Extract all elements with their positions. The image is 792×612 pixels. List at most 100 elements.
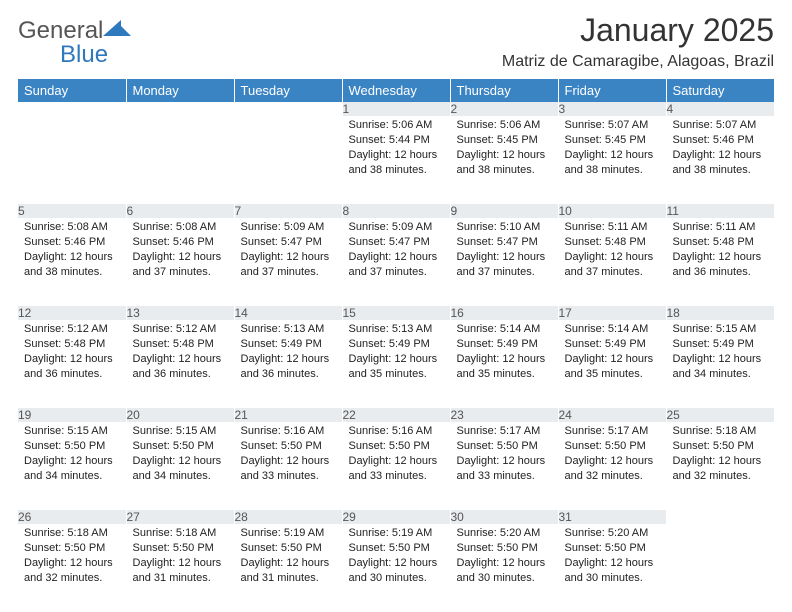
day-cell-body: Sunrise: 5:15 AMSunset: 5:50 PMDaylight:… [127,422,234,487]
day-number: 21 [234,408,342,422]
day-cell-body: Sunrise: 5:13 AMSunset: 5:49 PMDaylight:… [343,320,450,385]
week-row: Sunrise: 5:15 AMSunset: 5:50 PMDaylight:… [18,422,774,510]
daylight-text: Daylight: 12 hours and 37 minutes. [565,250,660,280]
day-cell: Sunrise: 5:19 AMSunset: 5:50 PMDaylight:… [342,524,450,612]
sunset-text: Sunset: 5:45 PM [565,133,660,148]
day-number [18,102,126,116]
location-subtitle: Matriz de Camaragibe, Alagoas, Brazil [502,53,774,71]
day-cell [234,116,342,204]
daylight-text: Daylight: 12 hours and 35 minutes. [457,352,552,382]
day-cell: Sunrise: 5:09 AMSunset: 5:47 PMDaylight:… [342,218,450,306]
sunset-text: Sunset: 5:50 PM [24,541,120,556]
calendar-table: Sunday Monday Tuesday Wednesday Thursday… [18,79,774,612]
daylight-text: Daylight: 12 hours and 35 minutes. [349,352,444,382]
day-cell-body: Sunrise: 5:06 AMSunset: 5:44 PMDaylight:… [343,116,450,181]
day-number: 15 [342,306,450,320]
day-number: 24 [558,408,666,422]
sunrise-text: Sunrise: 5:13 AM [241,322,336,337]
day-number [666,510,774,524]
daylight-text: Daylight: 12 hours and 30 minutes. [349,556,444,586]
day-cell: Sunrise: 5:14 AMSunset: 5:49 PMDaylight:… [450,320,558,408]
daylight-text: Daylight: 12 hours and 38 minutes. [565,148,660,178]
day-cell: Sunrise: 5:06 AMSunset: 5:45 PMDaylight:… [450,116,558,204]
brand-blue: Blue [60,41,108,68]
weekday-header: Wednesday [342,79,450,102]
day-number: 13 [126,306,234,320]
day-cell: Sunrise: 5:09 AMSunset: 5:47 PMDaylight:… [234,218,342,306]
day-number: 22 [342,408,450,422]
sunset-text: Sunset: 5:48 PM [24,337,120,352]
day-cell-body: Sunrise: 5:09 AMSunset: 5:47 PMDaylight:… [235,218,342,283]
sunset-text: Sunset: 5:50 PM [349,439,444,454]
day-cell-body: Sunrise: 5:17 AMSunset: 5:50 PMDaylight:… [451,422,558,487]
day-cell-body: Sunrise: 5:14 AMSunset: 5:49 PMDaylight:… [451,320,558,385]
sunset-text: Sunset: 5:45 PM [457,133,552,148]
day-cell: Sunrise: 5:14 AMSunset: 5:49 PMDaylight:… [558,320,666,408]
sunset-text: Sunset: 5:48 PM [133,337,228,352]
daylight-text: Daylight: 12 hours and 37 minutes. [133,250,228,280]
day-number [126,102,234,116]
daylight-text: Daylight: 12 hours and 38 minutes. [457,148,552,178]
weekday-header: Friday [558,79,666,102]
daylight-text: Daylight: 12 hours and 31 minutes. [241,556,336,586]
sunset-text: Sunset: 5:50 PM [24,439,120,454]
day-cell: Sunrise: 5:11 AMSunset: 5:48 PMDaylight:… [666,218,774,306]
sunset-text: Sunset: 5:49 PM [673,337,769,352]
day-cell-body: Sunrise: 5:16 AMSunset: 5:50 PMDaylight:… [235,422,342,487]
day-cell-body [18,116,126,122]
day-cell-body: Sunrise: 5:18 AMSunset: 5:50 PMDaylight:… [18,524,126,589]
sunrise-text: Sunrise: 5:11 AM [565,220,660,235]
daylight-text: Daylight: 12 hours and 32 minutes. [673,454,769,484]
sunset-text: Sunset: 5:50 PM [457,439,552,454]
day-number: 23 [450,408,558,422]
day-number: 19 [18,408,126,422]
daylight-text: Daylight: 12 hours and 34 minutes. [24,454,120,484]
day-cell: Sunrise: 5:10 AMSunset: 5:47 PMDaylight:… [450,218,558,306]
daylight-text: Daylight: 12 hours and 30 minutes. [565,556,660,586]
day-number: 25 [666,408,774,422]
day-cell: Sunrise: 5:06 AMSunset: 5:44 PMDaylight:… [342,116,450,204]
day-cell: Sunrise: 5:15 AMSunset: 5:49 PMDaylight:… [666,320,774,408]
day-cell: Sunrise: 5:15 AMSunset: 5:50 PMDaylight:… [126,422,234,510]
day-cell: Sunrise: 5:17 AMSunset: 5:50 PMDaylight:… [558,422,666,510]
day-cell: Sunrise: 5:18 AMSunset: 5:50 PMDaylight:… [666,422,774,510]
sunset-text: Sunset: 5:49 PM [457,337,552,352]
sunrise-text: Sunrise: 5:09 AM [241,220,336,235]
day-number: 14 [234,306,342,320]
sunset-text: Sunset: 5:49 PM [565,337,660,352]
day-cell-body: Sunrise: 5:20 AMSunset: 5:50 PMDaylight:… [559,524,666,589]
sunset-text: Sunset: 5:50 PM [241,439,336,454]
day-cell: Sunrise: 5:13 AMSunset: 5:49 PMDaylight:… [234,320,342,408]
sunset-text: Sunset: 5:48 PM [673,235,769,250]
day-cell-body: Sunrise: 5:15 AMSunset: 5:50 PMDaylight:… [18,422,126,487]
day-number: 20 [126,408,234,422]
daylight-text: Daylight: 12 hours and 35 minutes. [565,352,660,382]
day-cell: Sunrise: 5:20 AMSunset: 5:50 PMDaylight:… [558,524,666,612]
day-cell: Sunrise: 5:13 AMSunset: 5:49 PMDaylight:… [342,320,450,408]
sunrise-text: Sunrise: 5:17 AM [565,424,660,439]
day-number: 3 [558,102,666,116]
brand-text: General Blue [18,16,133,67]
day-number: 26 [18,510,126,524]
day-cell: Sunrise: 5:07 AMSunset: 5:46 PMDaylight:… [666,116,774,204]
sunrise-text: Sunrise: 5:09 AM [349,220,444,235]
day-cell-body: Sunrise: 5:12 AMSunset: 5:48 PMDaylight:… [18,320,126,385]
daynum-row: 262728293031 [18,510,774,524]
weekday-header: Tuesday [234,79,342,102]
day-cell-body: Sunrise: 5:11 AMSunset: 5:48 PMDaylight:… [667,218,775,283]
daylight-text: Daylight: 12 hours and 32 minutes. [24,556,120,586]
day-cell-body: Sunrise: 5:09 AMSunset: 5:47 PMDaylight:… [343,218,450,283]
sunrise-text: Sunrise: 5:06 AM [457,118,552,133]
daylight-text: Daylight: 12 hours and 37 minutes. [457,250,552,280]
day-cell-body: Sunrise: 5:15 AMSunset: 5:49 PMDaylight:… [667,320,775,385]
sunrise-text: Sunrise: 5:10 AM [457,220,552,235]
sunset-text: Sunset: 5:46 PM [133,235,228,250]
sunrise-text: Sunrise: 5:19 AM [349,526,444,541]
sunrise-text: Sunrise: 5:20 AM [565,526,660,541]
sunset-text: Sunset: 5:50 PM [349,541,444,556]
day-cell-body: Sunrise: 5:19 AMSunset: 5:50 PMDaylight:… [343,524,450,589]
brand-general: General [18,17,103,44]
weekday-header: Sunday [18,79,126,102]
day-cell-body: Sunrise: 5:07 AMSunset: 5:46 PMDaylight:… [667,116,775,181]
sunrise-text: Sunrise: 5:11 AM [673,220,769,235]
